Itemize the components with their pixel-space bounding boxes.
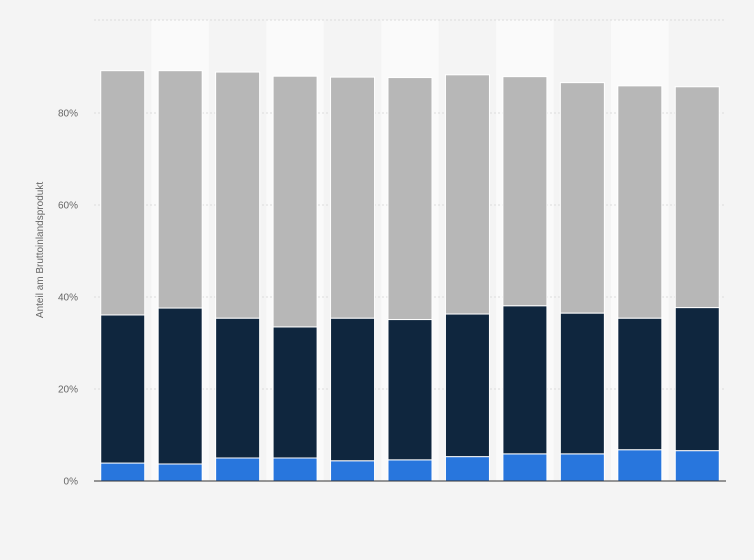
bar-segment[interactable] bbox=[330, 317, 376, 462]
bar-segment[interactable] bbox=[559, 453, 605, 482]
bar-segment[interactable] bbox=[215, 71, 261, 319]
bar-segment[interactable] bbox=[215, 457, 261, 482]
bar-segment[interactable] bbox=[157, 70, 203, 309]
bar-segment[interactable] bbox=[502, 305, 548, 455]
bar-segment[interactable] bbox=[559, 82, 605, 314]
y-tick-labels: 0% 20% 40% 60% 80% bbox=[58, 109, 78, 488]
bar-segment[interactable] bbox=[674, 307, 720, 452]
bar-segment[interactable] bbox=[157, 463, 203, 482]
y-tick-label: 0% bbox=[64, 477, 79, 488]
bar-segment[interactable] bbox=[559, 312, 605, 455]
bar-segment[interactable] bbox=[444, 74, 490, 315]
bar-segment[interactable] bbox=[100, 462, 146, 482]
bar-segment[interactable] bbox=[387, 459, 433, 482]
bar-segment[interactable] bbox=[617, 85, 663, 319]
y-tick-label: 40% bbox=[58, 293, 78, 304]
bar-segment[interactable] bbox=[387, 77, 433, 321]
bar-segment[interactable] bbox=[330, 76, 376, 319]
bar-segment[interactable] bbox=[272, 75, 318, 328]
bar-segment[interactable] bbox=[617, 317, 663, 451]
bar-segment[interactable] bbox=[502, 453, 548, 482]
bar-segment[interactable] bbox=[272, 326, 318, 459]
y-axis-title: Anteil am Bruttoinlandsprodukt bbox=[35, 182, 46, 318]
bar-segment[interactable] bbox=[272, 457, 318, 482]
bar-segment[interactable] bbox=[215, 317, 261, 459]
bar-segment[interactable] bbox=[157, 307, 203, 465]
bar-segment[interactable] bbox=[444, 456, 490, 482]
bar-segment[interactable] bbox=[330, 460, 376, 482]
bar-segment[interactable] bbox=[100, 314, 146, 464]
y-tick-label: 20% bbox=[58, 385, 78, 396]
bar-segment[interactable] bbox=[502, 76, 548, 307]
y-tick-label: 80% bbox=[58, 109, 78, 120]
bar-segment[interactable] bbox=[674, 86, 720, 309]
bar-segment[interactable] bbox=[387, 319, 433, 461]
bars bbox=[100, 70, 720, 482]
y-tick-label: 60% bbox=[58, 201, 78, 212]
bar-segment[interactable] bbox=[617, 449, 663, 482]
bar-segment[interactable] bbox=[100, 70, 146, 316]
bar-segment[interactable] bbox=[674, 450, 720, 482]
bar-segment[interactable] bbox=[444, 313, 490, 458]
